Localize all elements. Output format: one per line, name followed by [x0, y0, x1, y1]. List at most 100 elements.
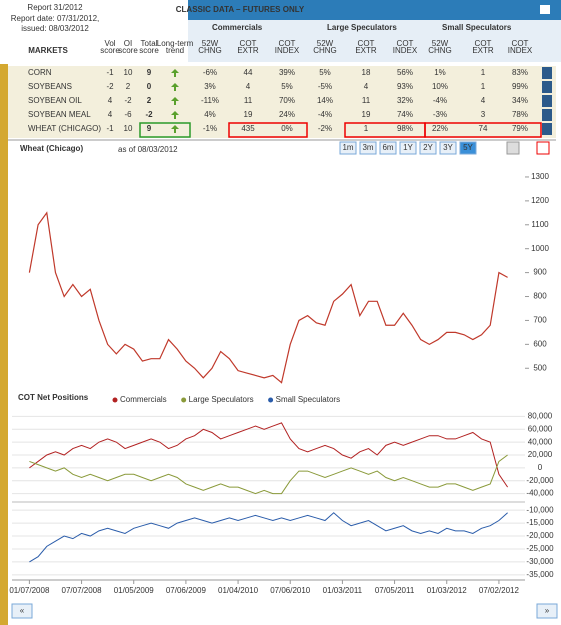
- cot-value: 1: [481, 82, 486, 91]
- nav-button[interactable]: [11, 603, 33, 619]
- group-bg: [188, 20, 561, 62]
- score: -2: [106, 82, 114, 91]
- score: 9: [147, 124, 152, 133]
- scroll-arrow[interactable]: [542, 81, 552, 93]
- y-tick-label: 0: [538, 463, 543, 472]
- cot-value: 5%: [281, 82, 293, 91]
- column-header: Total score: [139, 39, 159, 55]
- cot-line: [29, 422, 509, 488]
- cot-value: 435: [241, 124, 255, 133]
- cot-value: 11: [244, 96, 253, 105]
- print-button[interactable]: [506, 141, 520, 155]
- cot-value: 70%: [279, 96, 295, 105]
- y-tick-label: 1200: [531, 196, 549, 205]
- column-header: COT INDEX: [508, 39, 533, 55]
- range-label: 3Y: [443, 143, 453, 152]
- column-header: COT INDEX: [393, 39, 418, 55]
- x-tick-label: 07/05/2011: [375, 586, 415, 595]
- range-button[interactable]: [339, 141, 357, 155]
- range-button[interactable]: [359, 141, 377, 155]
- trend-arrow: [171, 125, 179, 133]
- cot-value: 39%: [279, 68, 295, 77]
- cot-value: 10%: [432, 82, 448, 91]
- legend-marker: [268, 397, 274, 403]
- range-button[interactable]: [439, 141, 457, 155]
- score: 4: [108, 96, 113, 105]
- score: 4: [108, 110, 113, 119]
- legend-label: Commercials: [120, 395, 167, 404]
- column-header: Long-term trend: [157, 39, 194, 55]
- column-header: 52W CHNG: [428, 39, 452, 55]
- column-header: COT INDEX: [275, 39, 300, 55]
- highlight: [424, 122, 542, 138]
- highlight: [228, 122, 308, 138]
- y-tick-label: 1100: [531, 220, 549, 229]
- cot-value: 11: [362, 96, 371, 105]
- label: issued: 08/03/2012: [21, 24, 89, 33]
- cot-value: 74%: [397, 110, 413, 119]
- score: 9: [147, 68, 152, 77]
- cot-value: -3%: [433, 110, 447, 119]
- legend-label: Large Speculators: [189, 395, 254, 404]
- cot-value: 0%: [281, 124, 293, 133]
- y-tick-label: 20,000: [528, 450, 553, 459]
- legend-label: Small Speculators: [276, 395, 340, 404]
- scroll-arrow[interactable]: [542, 123, 552, 135]
- nav-button[interactable]: [536, 603, 558, 619]
- banner-bg: [188, 0, 561, 20]
- column-header: OI score: [118, 39, 138, 55]
- cot-value: -11%: [201, 96, 219, 105]
- range-button[interactable]: [459, 141, 477, 155]
- y-tick-label: 700: [533, 316, 547, 325]
- range-button[interactable]: [419, 141, 437, 155]
- cot-value: -4%: [318, 110, 332, 119]
- x-tick-label: 07/02/2012: [479, 586, 520, 595]
- column-header: COT EXTR: [237, 39, 259, 55]
- cot-value: 18: [362, 68, 371, 77]
- score: -2: [145, 110, 153, 119]
- scroll-arrow[interactable]: [542, 95, 552, 107]
- range-label: 2Y: [423, 143, 433, 152]
- y-tick-label: 80,000: [528, 412, 553, 421]
- close-button[interactable]: [536, 141, 550, 155]
- trend-arrow: [171, 83, 179, 91]
- print-icon[interactable]: [540, 5, 550, 14]
- range-button[interactable]: [379, 141, 397, 155]
- x-tick-label: 07/06/2010: [270, 586, 311, 595]
- legend-marker: [181, 397, 187, 403]
- trend-arrow: [171, 69, 179, 77]
- range-label: 1Y: [403, 143, 413, 152]
- chart-title: COT Net Positions: [18, 393, 89, 402]
- cot-value: 93%: [397, 82, 413, 91]
- cot-value: 44: [244, 68, 253, 77]
- cot-value: 32%: [397, 96, 413, 105]
- scroll-arrow[interactable]: [542, 67, 552, 79]
- label: Large Speculators: [327, 23, 397, 32]
- x-tick-label: 01/03/2011: [323, 586, 363, 595]
- label: Small Speculators: [442, 23, 512, 32]
- rows-bg: [8, 66, 556, 138]
- y-tick-label: -15,000: [526, 518, 554, 527]
- range-label: 1m: [342, 143, 353, 152]
- range-button[interactable]: [399, 141, 417, 155]
- cot-value: -6%: [203, 68, 217, 77]
- score: 2: [126, 82, 131, 91]
- score: 2: [147, 96, 152, 105]
- cot-value: -2%: [318, 124, 332, 133]
- y-tick-label: 800: [533, 292, 547, 301]
- cot-value: 24%: [279, 110, 295, 119]
- cot-value: 4: [481, 96, 486, 105]
- y-tick-label: -20,000: [526, 531, 554, 540]
- column-header: COT EXTR: [472, 39, 494, 55]
- cot-value: 1: [364, 124, 369, 133]
- y-tick-label: -10,000: [526, 505, 554, 514]
- label: Report date: 07/31/2012,: [11, 14, 100, 23]
- x-tick-label: 07/07/2008: [62, 586, 103, 595]
- cot-line: [29, 512, 508, 563]
- score: -1: [106, 124, 114, 133]
- cot-value: 99%: [512, 82, 528, 91]
- chart-title: Wheat (Chicago): [20, 144, 83, 153]
- y-tick-label: -35,000: [526, 570, 554, 579]
- price-line: [28, 211, 508, 384]
- scroll-arrow[interactable]: [542, 109, 552, 121]
